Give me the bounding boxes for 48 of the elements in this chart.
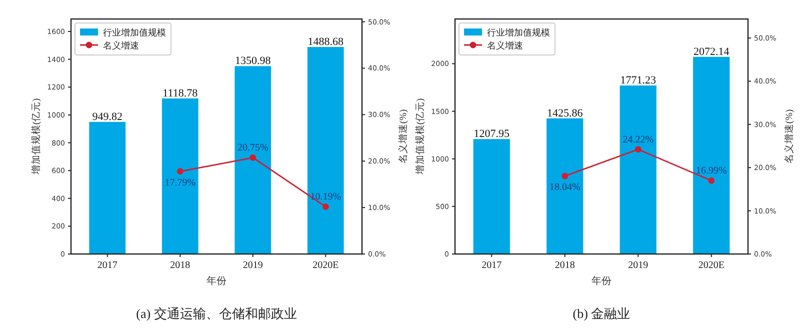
y2-axis-title: 名义增速(%) [397,109,409,164]
x-tick-label: 2020E [698,260,724,271]
text: (a) 交通运输、仓储和邮政业 [136,306,297,321]
bar [307,46,344,254]
legend-label: 名义增速 [487,40,523,52]
data-label: 20.75% [237,142,268,154]
point [176,168,184,175]
data-label: 1118.78 [162,87,198,100]
x-tick-label: 2018 [170,260,190,271]
x-tick-label: 2019 [242,260,263,271]
bar [620,85,656,254]
data-label: 2072.14 [694,46,730,58]
data-label: 1207.95 [474,128,510,140]
data-label: 1350.98 [235,55,272,68]
point [708,177,715,184]
bar [234,66,272,254]
bar [162,98,198,254]
bar [546,118,584,254]
text: (b) 金融业 [572,306,630,321]
data-label: 10.19% [310,192,342,203]
x-axis-title: 年份 [206,275,226,287]
x-tick-label: 2017 [482,260,502,271]
legend-label: 行业增加值规模 [487,28,550,38]
data-label: 16.99% [696,166,727,177]
x-axis-title: 年份 [592,275,612,287]
data-label: 24.22% [622,134,654,146]
data-label: 949.82 [92,110,122,123]
bar [693,56,730,254]
legend-label: 行业增加值规模 [103,28,166,38]
data-label: 18.04% [549,182,580,194]
bar [89,122,126,254]
data-label: 1488.68 [308,36,344,48]
y-axis-title: 增加值规模(亿元) [30,98,42,176]
point [562,172,568,180]
y-axis-title: 增加值规模(亿元) [414,98,426,176]
x-tick-label: 2020E [312,260,339,271]
x-tick-label: 2019 [628,260,648,271]
y2-axis-title: 名义增速(%) [783,109,795,164]
x-tick-label: 2018 [554,260,575,271]
x-tick-label: 2017 [97,260,118,271]
point [322,203,329,210]
point [634,146,642,153]
data-label: 1771.23 [620,74,656,86]
point [250,154,256,161]
legend-label: 名义增速 [103,40,139,52]
data-label: 1425.86 [547,107,584,120]
bar [473,139,510,254]
data-label: 17.79% [164,177,196,188]
